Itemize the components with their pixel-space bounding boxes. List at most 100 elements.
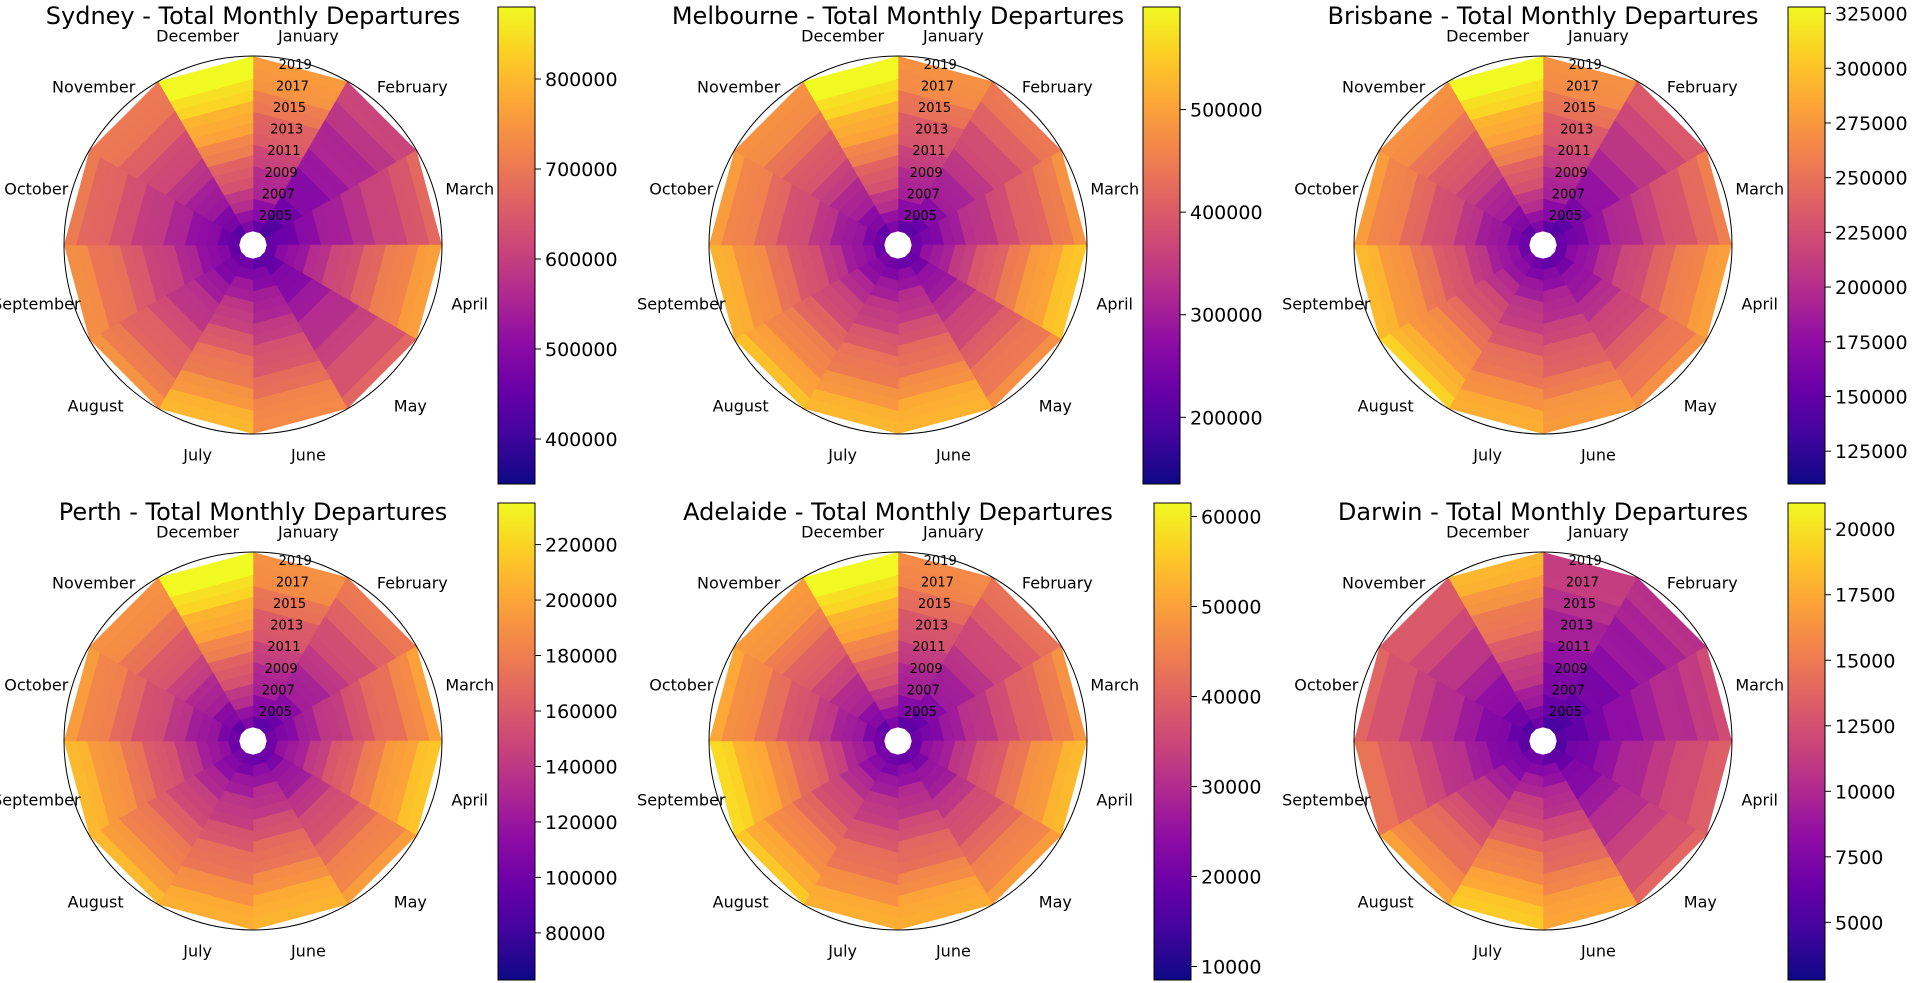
chart-title: Sydney - Total Monthly Departures	[46, 2, 460, 30]
month-label-march: March	[1090, 676, 1139, 695]
month-label-november: November	[1342, 78, 1426, 97]
month-label-march: March	[445, 180, 494, 199]
colorbar-tick-label: 175000	[1835, 332, 1908, 354]
month-label-october: October	[4, 676, 68, 695]
month-label-january: January	[1567, 522, 1629, 541]
month-label-july: July	[182, 942, 212, 961]
month-label-august: August	[713, 396, 769, 415]
colorbar-tick-label: 30000	[1201, 777, 1261, 799]
colorbar-tick-label: 325000	[1835, 4, 1908, 26]
year-tick-label: 2007	[907, 683, 940, 698]
year-tick-label: 2019	[924, 554, 957, 569]
year-tick-label: 2007	[1552, 683, 1585, 698]
month-label-february: February	[377, 78, 448, 97]
chart-title: Darwin - Total Monthly Departures	[1338, 498, 1748, 526]
colorbar-tick-label: 80000	[545, 923, 605, 945]
year-tick-label: 2005	[1549, 705, 1582, 720]
colorbar-tick-label: 400000	[1190, 202, 1263, 224]
month-label-august: August	[68, 892, 124, 911]
year-tick-label: 2011	[912, 640, 945, 655]
chart-title: Perth - Total Monthly Departures	[59, 498, 447, 526]
year-tick-label: 2007	[1552, 187, 1585, 202]
year-tick-label: 2013	[915, 619, 948, 634]
colorbar-tick-label: 20000	[1835, 519, 1895, 541]
colorbar-tick-label: 10000	[1835, 781, 1895, 803]
month-label-march: March	[445, 676, 494, 695]
polar-chart-0: 2005 2007 2009 2011 2013 2015 2017 2019 January F…	[0, 2, 618, 485]
colorbar-tick-label: 500000	[1190, 100, 1263, 122]
month-label-december: December	[1446, 26, 1529, 45]
year-tick-label: 2019	[279, 58, 312, 73]
chart-title: Melbourne - Total Monthly Departures	[672, 2, 1124, 30]
polar-chart-5: 2005 2007 2009 2011 2013 2015 2017 2019 January F…	[1282, 498, 1895, 981]
month-label-march: March	[1735, 180, 1784, 199]
year-tick-label: 2007	[907, 187, 940, 202]
colorbar-tick-label: 17500	[1835, 585, 1895, 607]
month-label-january: January	[1567, 26, 1629, 45]
month-label-february: February	[1667, 78, 1738, 97]
colorbar-tick-label: 300000	[1835, 58, 1908, 80]
year-tick-label: 2013	[915, 123, 948, 138]
polar-outline	[708, 55, 1088, 435]
year-tick-label: 2017	[921, 80, 954, 95]
year-tick-label: 2007	[262, 187, 295, 202]
colorbar-tick-label: 150000	[1835, 386, 1908, 408]
month-label-december: December	[156, 26, 239, 45]
year-tick-label: 2015	[918, 101, 951, 116]
year-tick-label: 2011	[267, 640, 300, 655]
month-label-september: September	[1282, 294, 1371, 313]
month-label-july: July	[1472, 446, 1502, 465]
colorbar-tick-label: 500000	[545, 339, 618, 361]
chart-title: Adelaide - Total Monthly Departures	[683, 498, 1113, 526]
colorbar	[1787, 502, 1826, 981]
year-tick-label: 2009	[910, 662, 943, 677]
year-tick-label: 2013	[1560, 123, 1593, 138]
month-label-may: May	[1039, 396, 1072, 415]
colorbar-tick-label: 275000	[1835, 113, 1908, 135]
year-tick-label: 2009	[1555, 662, 1588, 677]
colorbar-tick-label: 100000	[545, 867, 618, 889]
year-tick-label: 2019	[279, 554, 312, 569]
month-label-november: November	[52, 78, 136, 97]
month-label-march: March	[1735, 676, 1784, 695]
month-label-february: February	[377, 574, 448, 593]
colorbar-tick-label: 200000	[1190, 407, 1263, 429]
month-label-may: May	[394, 892, 427, 911]
polar-chart-3: 2005 2007 2009 2011 2013 2015 2017 2019 January F…	[0, 498, 618, 981]
month-label-april: April	[451, 294, 488, 313]
colorbar-tick-label: 10000	[1201, 957, 1261, 979]
year-tick-label: 2015	[918, 597, 951, 612]
year-tick-label: 2015	[1563, 101, 1596, 116]
year-tick-label: 2005	[904, 705, 937, 720]
month-label-december: December	[801, 522, 884, 541]
colorbar-tick-label: 300000	[1190, 305, 1263, 327]
year-tick-label: 2017	[1566, 576, 1599, 591]
year-tick-label: 2009	[910, 166, 943, 181]
month-label-april: April	[1096, 294, 1133, 313]
polar-outline	[1353, 55, 1733, 435]
month-label-may: May	[1039, 892, 1072, 911]
month-label-october: October	[649, 676, 713, 695]
month-label-october: October	[4, 180, 68, 199]
year-tick-label: 2019	[1569, 554, 1602, 569]
colorbar-tick-label: 700000	[545, 159, 618, 181]
month-label-december: December	[156, 522, 239, 541]
month-label-october: October	[1294, 676, 1358, 695]
month-label-june: June	[935, 446, 971, 465]
colorbar-tick-label: 800000	[545, 69, 618, 91]
year-tick-label: 2005	[1549, 209, 1582, 224]
colorbar-tick-label: 225000	[1835, 222, 1908, 244]
colorbar	[1787, 6, 1826, 485]
month-label-july: July	[827, 446, 857, 465]
colorbar-tick-label: 5000	[1835, 912, 1883, 934]
month-label-january: January	[277, 522, 339, 541]
colorbar-tick-label: 400000	[545, 429, 618, 451]
month-label-september: September	[637, 790, 726, 809]
chart-title: Brisbane - Total Monthly Departures	[1327, 2, 1758, 30]
year-tick-label: 2011	[912, 144, 945, 159]
month-label-september: September	[0, 790, 81, 809]
month-label-november: November	[697, 574, 781, 593]
month-label-july: July	[827, 942, 857, 961]
month-label-august: August	[68, 396, 124, 415]
month-label-may: May	[1684, 396, 1717, 415]
